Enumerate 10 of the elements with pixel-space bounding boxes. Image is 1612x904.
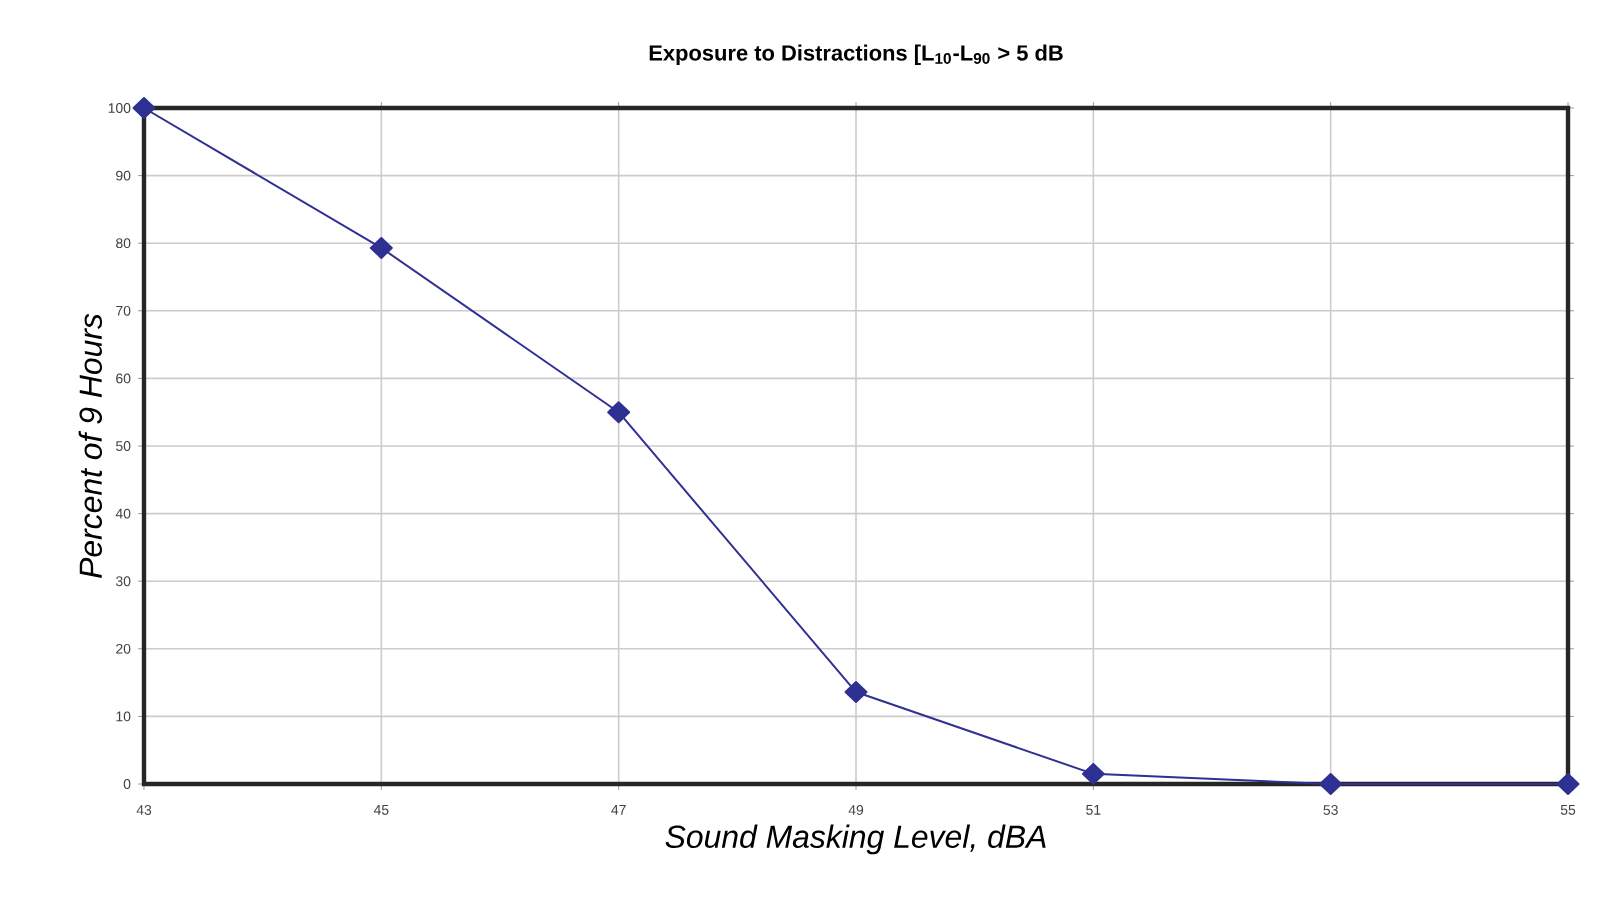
point — [844, 681, 868, 704]
point — [369, 236, 393, 259]
y-axis-title: Percent of 9 Hours — [78, 313, 103, 578]
point — [132, 96, 156, 119]
point — [1081, 762, 1105, 785]
chart-title: Exposure to Distractions [L$_{10}$-L$_{90}$ > 5 dB — [649, 44, 1063, 65]
x-axis-title: Sound Masking Level, dBA — [665, 824, 1046, 855]
point — [1319, 773, 1343, 795]
point — [1556, 773, 1580, 795]
point — [607, 401, 631, 424]
